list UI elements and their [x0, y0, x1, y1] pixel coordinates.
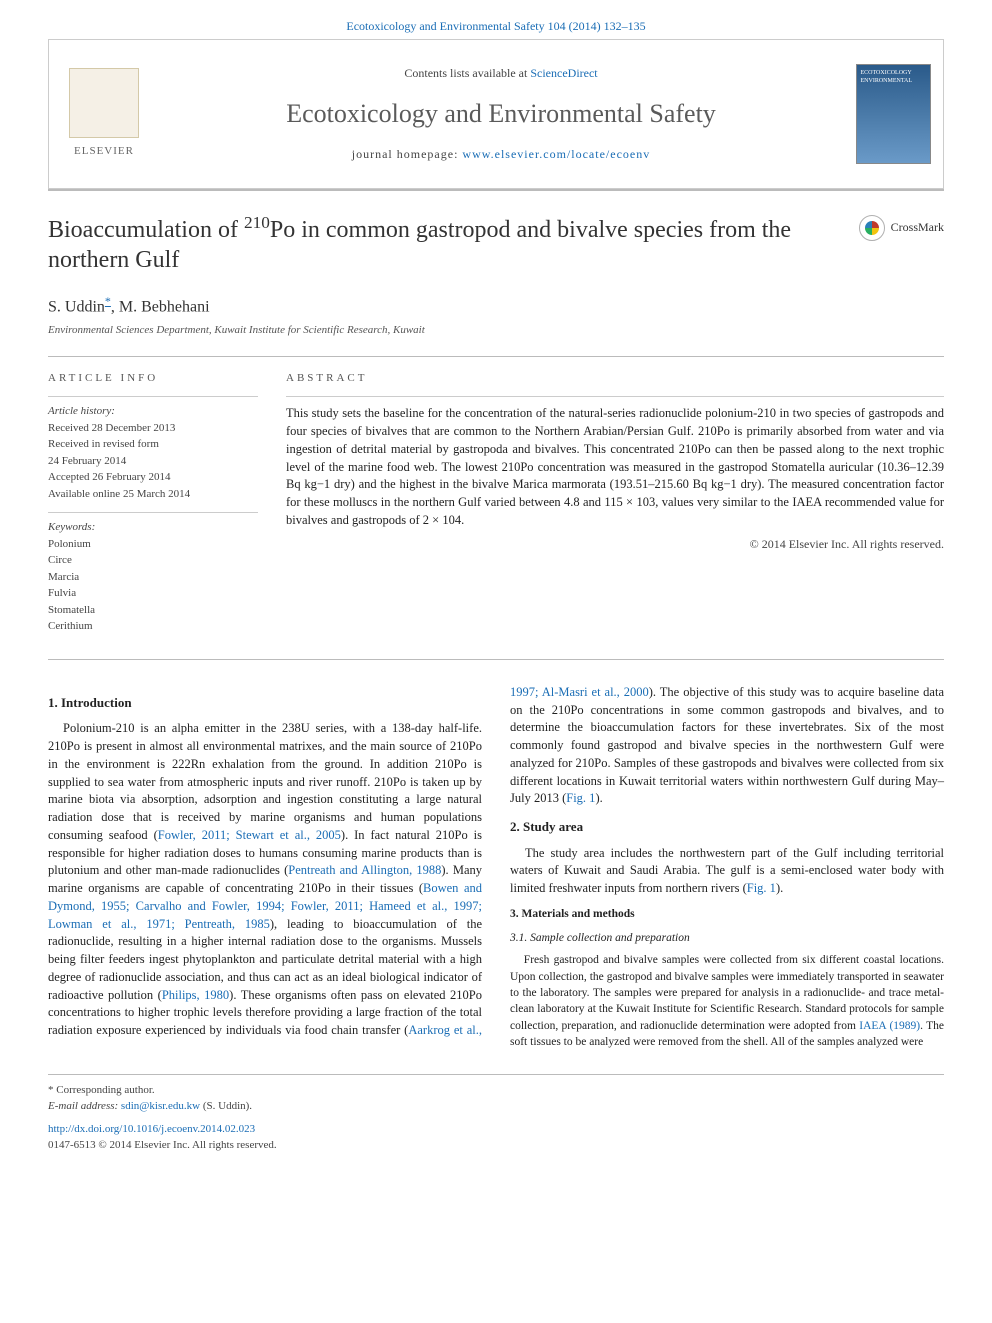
ref-link[interactable]: Pentreath and Allington, 1988 [288, 863, 441, 877]
authors: S. Uddin*, M. Bebhehani [48, 293, 944, 319]
homepage-link[interactable]: www.elsevier.com/locate/ecoenv [462, 147, 650, 161]
abstract-text: This study sets the baseline for the con… [286, 396, 944, 529]
contents-line: Contents lists available at ScienceDirec… [159, 65, 843, 82]
header-rule [48, 189, 944, 191]
crossmark-badge[interactable]: CrossMark [859, 215, 944, 241]
figure-link[interactable]: Fig. 1 [566, 791, 595, 805]
section-materials: 3. Materials and methods [510, 906, 944, 922]
corresponding-author-note: * Corresponding author. [48, 1083, 944, 1098]
abstract-head: ABSTRACT [286, 371, 944, 386]
ref-link[interactable]: Fowler, 2011; Stewart et al., 2005 [158, 828, 341, 842]
article-header: Bioaccumulation of 210Po in common gastr… [48, 215, 944, 275]
body-columns: 1. Introduction Polonium-210 is an alpha… [48, 684, 944, 1051]
article-history: Article history: Received 28 December 20… [48, 396, 258, 502]
footer: * Corresponding author. E-mail address: … [48, 1074, 944, 1153]
subsection-sample-collection: 3.1. Sample collection and preparation [510, 930, 944, 946]
elsevier-label: ELSEVIER [74, 144, 134, 159]
abstract-copyright: © 2014 Elsevier Inc. All rights reserved… [286, 536, 944, 553]
journal-header: ELSEVIER Contents lists available at Sci… [48, 39, 944, 189]
sciencedirect-link[interactable]: ScienceDirect [530, 66, 597, 80]
article-title: Bioaccumulation of 210Po in common gastr… [48, 215, 828, 275]
header-center: Contents lists available at ScienceDirec… [159, 65, 843, 163]
keywords: Keywords: Polonium Circe Marcia Fulvia S… [48, 512, 258, 635]
doi-link[interactable]: http://dx.doi.org/10.1016/j.ecoenv.2014.… [48, 1123, 255, 1135]
figure-link[interactable]: Fig. 1 [747, 881, 776, 895]
journal-cover: ECOTOXICOLOGY ENVIRONMENTAL [843, 40, 943, 188]
email-link[interactable]: sdin@kisr.edu.kw [121, 1100, 200, 1112]
section-study-area: 2. Study area [510, 818, 944, 836]
journal-reference: Ecotoxicology and Environmental Safety 1… [0, 0, 992, 39]
crossmark-label: CrossMark [891, 219, 944, 236]
article-info-head: ARTICLE INFO [48, 371, 258, 386]
elsevier-logo: ELSEVIER [49, 40, 159, 188]
ref-link[interactable]: Philips, 1980 [162, 988, 229, 1002]
meta-abstract-row: ARTICLE INFO Article history: Received 2… [48, 356, 944, 660]
journal-homepage: journal homepage: www.elsevier.com/locat… [159, 146, 843, 163]
elsevier-tree-icon [69, 68, 139, 138]
abstract: ABSTRACT This study sets the baseline fo… [286, 371, 944, 645]
ref-link[interactable]: IAEA (1989) [859, 1020, 920, 1032]
affiliation: Environmental Sciences Department, Kuwai… [48, 323, 944, 338]
article-info: ARTICLE INFO Article history: Received 2… [48, 371, 258, 645]
section-introduction: 1. Introduction [48, 694, 482, 712]
cover-thumb-icon: ECOTOXICOLOGY ENVIRONMENTAL [856, 64, 931, 164]
email-line: E-mail address: sdin@kisr.edu.kw (S. Udd… [48, 1099, 944, 1114]
issn-copyright: 0147-6513 © 2014 Elsevier Inc. All right… [48, 1138, 944, 1153]
journal-title: Ecotoxicology and Environmental Safety [159, 96, 843, 132]
crossmark-icon [859, 215, 885, 241]
